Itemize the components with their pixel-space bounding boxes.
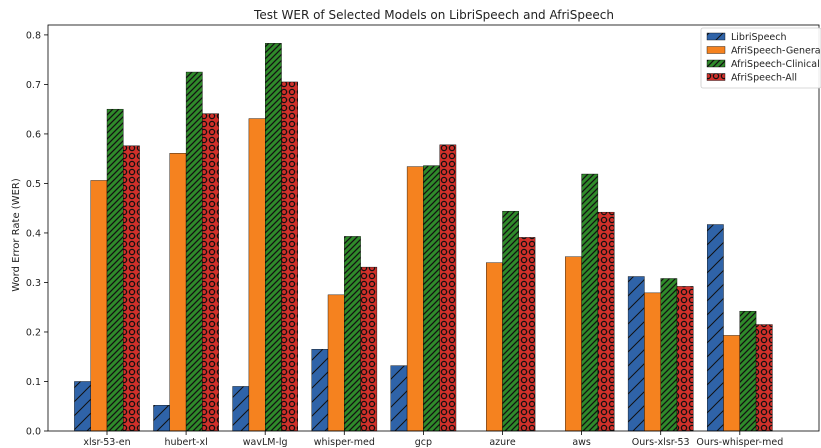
bar-afrispeech-all-ours-xlsr-53	[676, 286, 694, 432]
bar-afrispeech-general-wavlm-lg	[248, 118, 266, 432]
legend-label: LibriSpeech	[731, 32, 787, 43]
bar-librispeech-xlsr-53-en	[74, 381, 91, 432]
legend-label: AfriSpeech-Clinical	[731, 59, 820, 70]
x-tick-label: hubert-xl	[164, 437, 207, 448]
legend-swatch	[706, 32, 726, 41]
bar-librispeech-gcp	[390, 365, 408, 432]
y-tick-label: 0.4	[26, 228, 41, 239]
bar-afrispeech-all-azure	[518, 237, 536, 432]
bar-librispeech-ours-whisper-med	[707, 224, 724, 432]
x-tick-label: xlsr-53-en	[83, 437, 130, 448]
plot-frame	[47, 24, 820, 432]
bar-afrispeech-all-aws	[597, 211, 615, 432]
bar-afrispeech-general-hubert-xl	[169, 153, 187, 432]
bar-librispeech-hubert-xl	[153, 405, 170, 432]
y-axis-label: Word Error Rate (WER)	[11, 178, 22, 292]
bar-afrispeech-general-azure	[486, 262, 503, 432]
bar-afrispeech-all-hubert-xl	[202, 113, 219, 432]
legend-swatch	[706, 73, 726, 81]
y-axis-ticks: 0.0 0.1 0.2 0.3 0.4 0.5 0.6 0.7 0.8	[26, 30, 48, 438]
bar-afrispeech-general-ours-whisper-med	[723, 335, 740, 432]
bar-afrispeech-clinical-gcp	[423, 165, 440, 432]
legend-swatch	[706, 46, 726, 54]
legend-swatch	[706, 59, 726, 68]
y-tick-label: 0.1	[26, 377, 41, 388]
bar-afrispeech-general-whisper-med	[327, 294, 345, 432]
bar-afrispeech-all-xlsr-53-en	[123, 145, 140, 432]
bar-afrispeech-clinical-ours-xlsr-53	[660, 278, 678, 432]
x-tick-label: Ours-whisper-med	[696, 437, 783, 448]
y-tick-label: 0.8	[26, 30, 41, 41]
legend: LibriSpeech AfriSpeech-General AfriSpeech-…	[700, 27, 821, 89]
y-tick-label: 0.7	[26, 80, 41, 91]
bar-afrispeech-clinical-wavlm-lg	[265, 43, 282, 432]
y-tick-label: 0.3	[26, 278, 41, 289]
x-tick-label: Ours-xlsr-53	[632, 437, 690, 448]
bar-afrispeech-general-gcp	[406, 166, 424, 432]
y-tick-label: 0.0	[26, 427, 41, 438]
chart-title: Test WER of Selected Models on LibriSpee…	[253, 8, 614, 22]
legend-box	[700, 27, 821, 89]
bar-librispeech-ours-xlsr-53	[627, 276, 645, 432]
bars-group	[74, 43, 773, 432]
bar-afrispeech-clinical-whisper-med	[344, 236, 361, 432]
bar-afrispeech-general-aws	[565, 256, 582, 432]
bar-afrispeech-general-xlsr-53-en	[90, 180, 108, 432]
legend-label: AfriSpeech-All	[731, 73, 797, 84]
bar-afrispeech-clinical-azure	[502, 210, 519, 432]
y-tick-label: 0.6	[26, 129, 41, 140]
bar-afrispeech-clinical-xlsr-53-en	[106, 108, 124, 432]
legend-label: AfriSpeech-General	[731, 46, 821, 57]
y-tick-label: 0.2	[26, 327, 41, 338]
bar-afrispeech-all-whisper-med	[360, 266, 378, 432]
bar-afrispeech-clinical-aws	[581, 173, 599, 432]
y-tick-label: 0.5	[26, 179, 41, 190]
bar-afrispeech-clinical-ours-whisper-med	[739, 310, 757, 432]
bar-afrispeech-all-wavlm-lg	[281, 81, 298, 432]
x-tick-label: azure	[489, 437, 516, 448]
bar-afrispeech-clinical-hubert-xl	[185, 71, 203, 432]
bar-librispeech-whisper-med	[311, 349, 329, 432]
x-tick-label: whisper-med	[314, 437, 375, 448]
bar-afrispeech-all-ours-whisper-med	[755, 324, 773, 432]
x-tick-label: wavLM-lg	[243, 437, 288, 448]
x-tick-label: aws	[572, 437, 591, 448]
bar-librispeech-wavlm-lg	[232, 386, 250, 432]
bar-afrispeech-all-gcp	[439, 144, 457, 432]
x-axis-ticks: xlsr-53-en hubert-xl wavLM-lg whisper-med gc…	[83, 431, 783, 448]
x-tick-label: gcp	[415, 437, 432, 448]
bar-afrispeech-general-ours-xlsr-53	[644, 292, 661, 432]
